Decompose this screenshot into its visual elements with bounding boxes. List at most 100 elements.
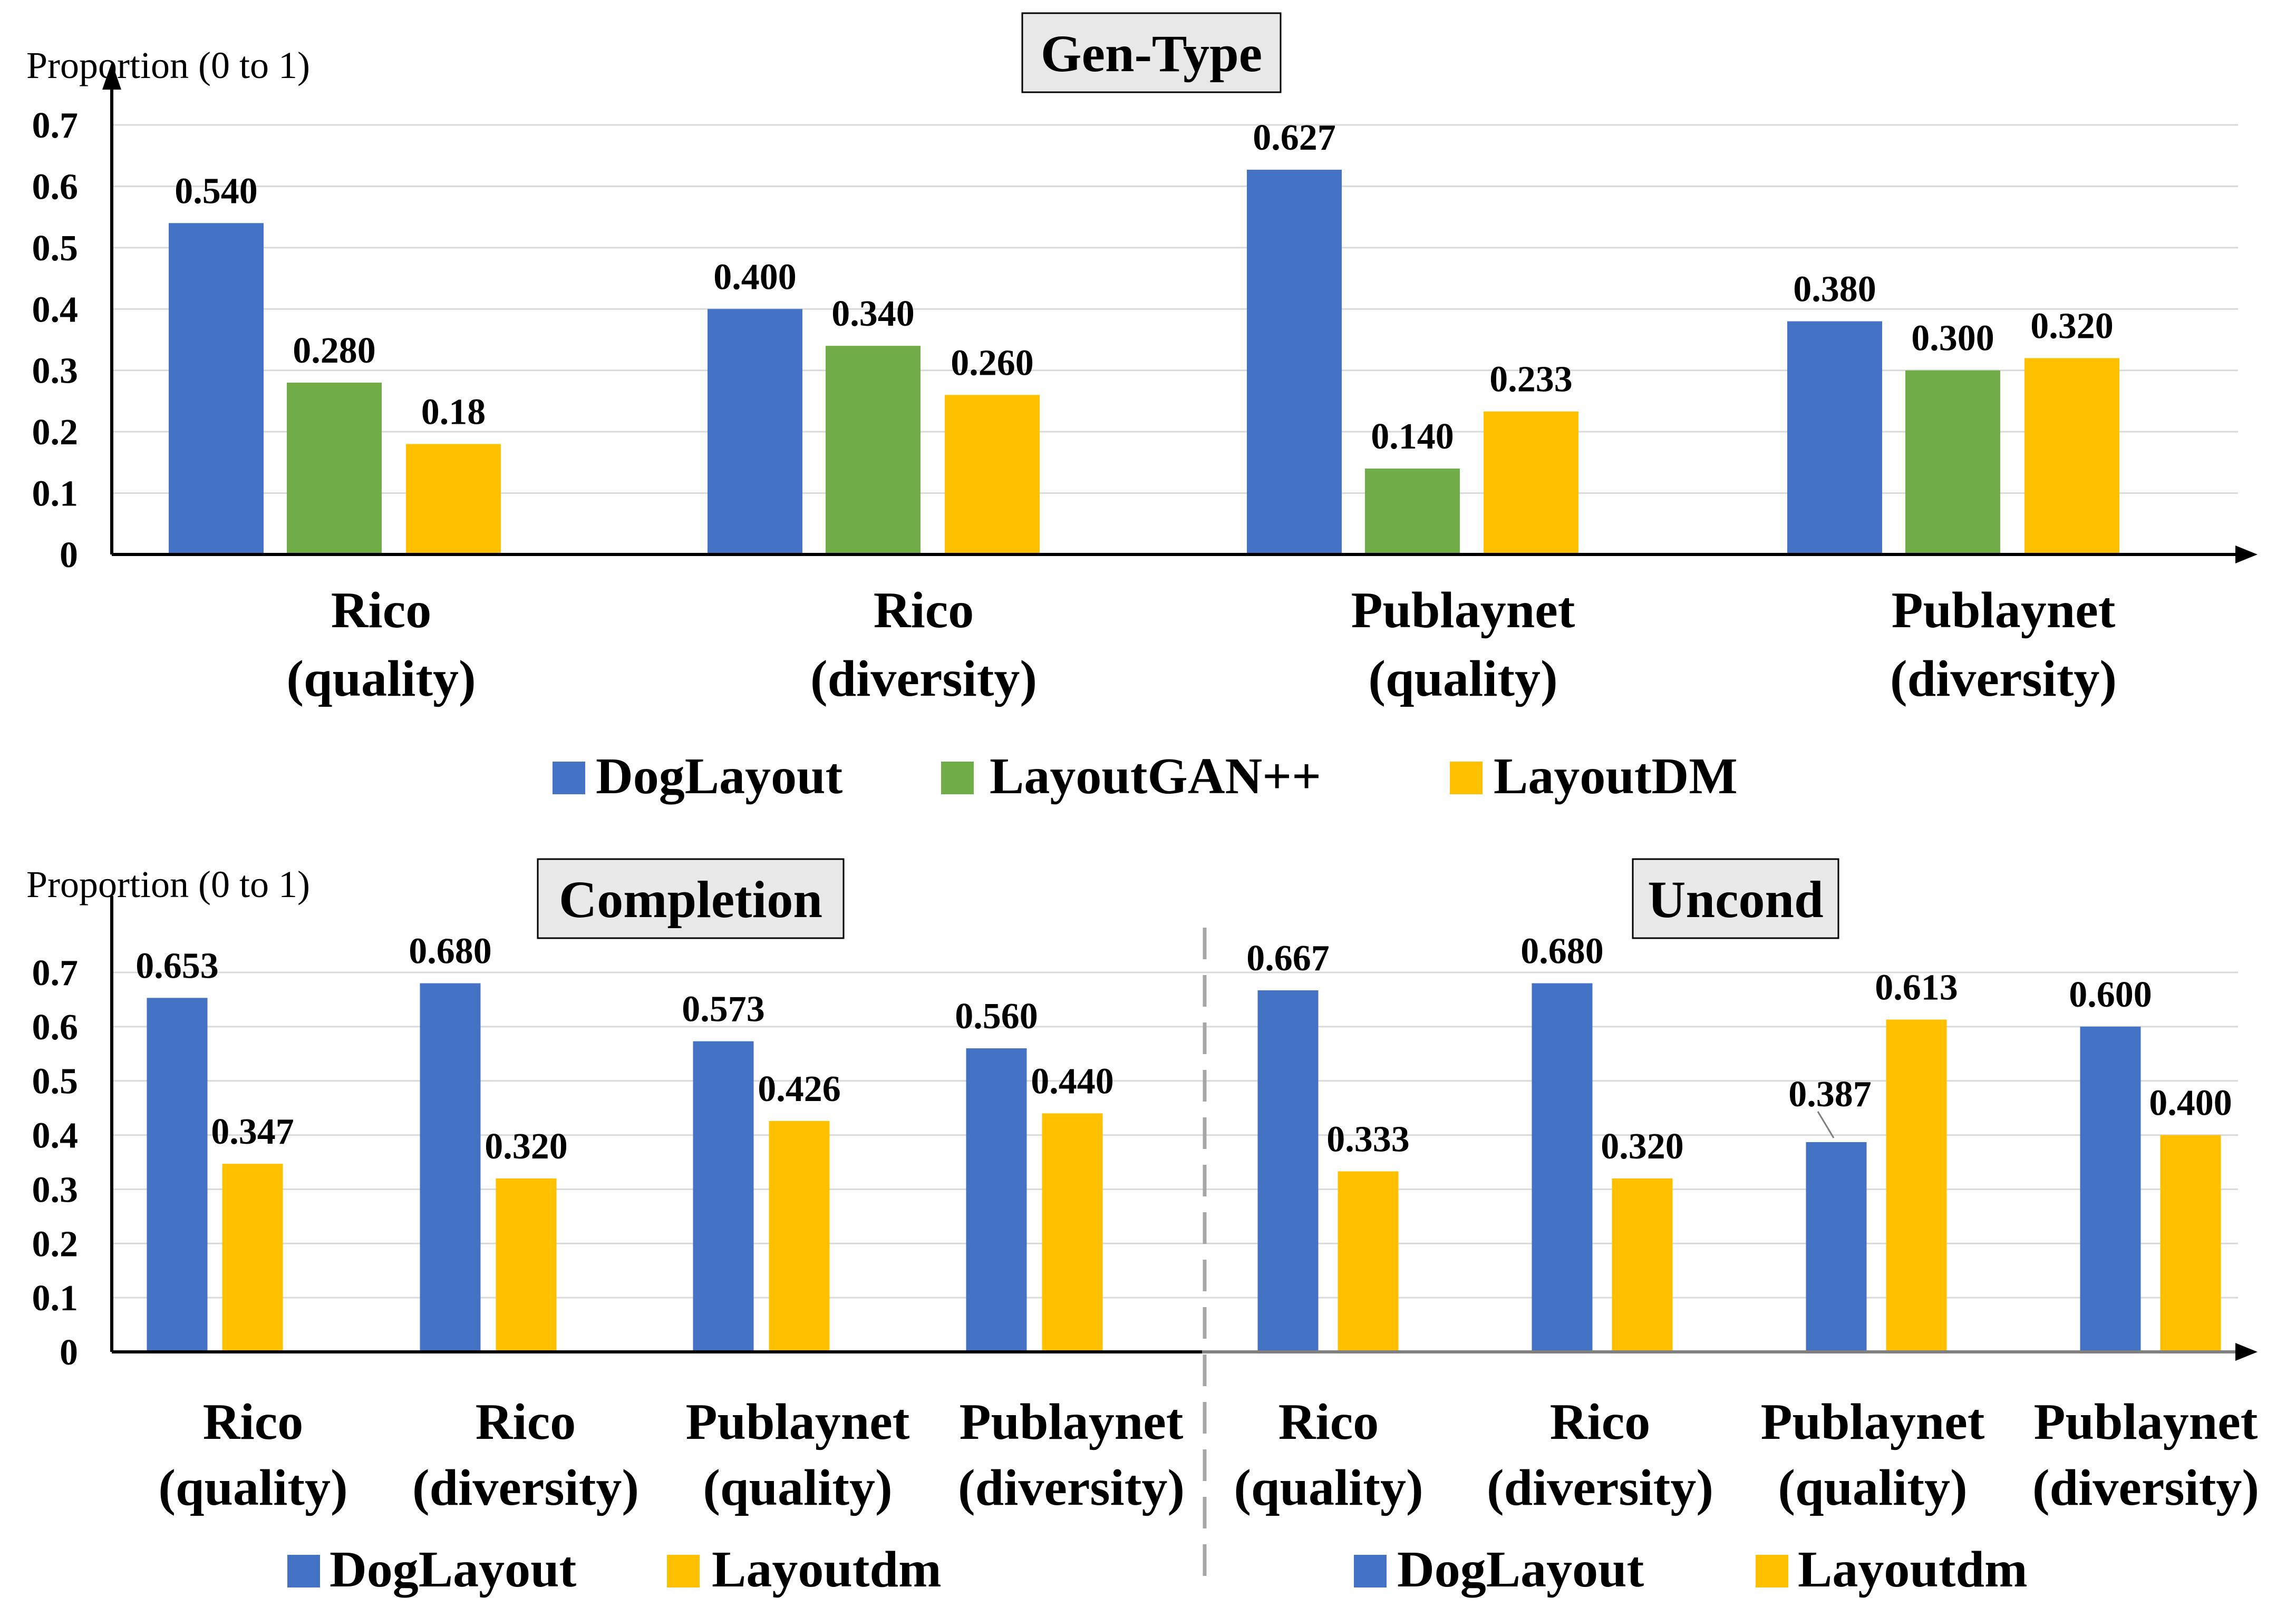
uncond-category-sublabel: (diversity) bbox=[1487, 1459, 1713, 1516]
completion-bar-layoutdm bbox=[1042, 1113, 1103, 1352]
uncond-category-sublabel: (quality) bbox=[1234, 1459, 1423, 1516]
gen-type-title-box bbox=[1021, 12, 1282, 93]
gen-type-category-sublabel: (diversity) bbox=[1890, 650, 2117, 707]
uncond-category-label: Rico bbox=[1278, 1394, 1379, 1450]
completion-data-label: 0.320 bbox=[485, 1126, 568, 1167]
completion-data-label: 0.347 bbox=[211, 1112, 294, 1152]
completion-y-tick-label: 0.2 bbox=[32, 1224, 79, 1264]
completion-y-axis-label: Proportion (0 to 1) bbox=[26, 863, 310, 905]
uncond-title-box bbox=[1632, 858, 1839, 939]
completion-category-label: Publaynet bbox=[686, 1394, 910, 1450]
gen-type-category-label: Rico bbox=[874, 582, 974, 639]
gen-type-data-label: 0.340 bbox=[831, 294, 915, 334]
gen-type-legend-label-doglayout: DogLayout bbox=[596, 748, 843, 805]
completion-category-sublabel: (diversity) bbox=[412, 1459, 639, 1516]
gen-type-data-label: 0.320 bbox=[2030, 306, 2114, 346]
uncond-x-axis-arrow bbox=[2235, 1343, 2258, 1361]
gen-type-data-label: 0.233 bbox=[1489, 359, 1573, 400]
completion-legend-label-doglayout: DogLayout bbox=[330, 1541, 577, 1598]
completion-category-label: Rico bbox=[203, 1394, 304, 1450]
completion-data-label: 0.680 bbox=[409, 931, 492, 972]
gen-type-bar-layoutdm bbox=[1484, 411, 1578, 554]
completion-legend-label-layoutdm: Layoutdm bbox=[712, 1541, 942, 1598]
uncond-data-label: 0.333 bbox=[1326, 1119, 1410, 1160]
completion-category-label: Publaynet bbox=[960, 1394, 1184, 1450]
completion-y-tick-label: 0.3 bbox=[32, 1170, 79, 1210]
uncond-bar-doglayout bbox=[2080, 1026, 2141, 1352]
completion-bar-doglayout bbox=[966, 1048, 1027, 1352]
uncond-data-label: 0.387 bbox=[1788, 1074, 1872, 1115]
uncond-data-label: 0.667 bbox=[1246, 938, 1330, 979]
uncond-bar-layoutdm bbox=[1886, 1019, 1947, 1352]
uncond-category-sublabel: (quality) bbox=[1778, 1459, 1967, 1516]
gen-type-data-label: 0.280 bbox=[293, 330, 376, 371]
gen-type-y-tick-label: 0.1 bbox=[32, 474, 79, 514]
uncond-category-label: Rico bbox=[1550, 1394, 1651, 1450]
gen-type-bar-doglayout bbox=[1787, 321, 1882, 554]
gen-type-bar-doglayout bbox=[169, 223, 264, 554]
completion-bar-layoutdm bbox=[496, 1178, 557, 1352]
gen-type-y-tick-label: 0.6 bbox=[32, 167, 79, 207]
gen-type-y-axis-label: Proportion (0 to 1) bbox=[26, 44, 310, 86]
completion-y-tick-label: 0.6 bbox=[32, 1007, 79, 1048]
gen-type-legend-swatch-layoutgan bbox=[941, 762, 974, 794]
gen-type-bar-layoutgan bbox=[1365, 469, 1460, 554]
gen-type-category-sublabel: (diversity) bbox=[810, 650, 1037, 707]
gen-type-bar-layoutgan bbox=[826, 346, 921, 554]
gen-type-bar-layoutdm bbox=[945, 395, 1040, 554]
completion-legend-swatch-doglayout bbox=[287, 1555, 320, 1587]
gen-type-data-label: 0.260 bbox=[951, 343, 1034, 383]
uncond-bar-layoutdm bbox=[2160, 1135, 2221, 1352]
completion-bar-doglayout bbox=[147, 998, 208, 1352]
gen-type-title: Gen-Type bbox=[1041, 24, 1262, 83]
gen-type-category-label: Rico bbox=[331, 582, 432, 639]
uncond-category-label: Publaynet bbox=[2034, 1394, 2258, 1450]
uncond-legend-swatch-layoutdm bbox=[1756, 1555, 1788, 1587]
gen-type-bar-layoutdm bbox=[406, 444, 501, 554]
gen-type-y-tick-label: 0.4 bbox=[32, 289, 79, 330]
gen-type-data-label: 0.300 bbox=[1911, 318, 1994, 359]
completion-data-label: 0.560 bbox=[955, 996, 1038, 1037]
uncond-title: Uncond bbox=[1648, 870, 1823, 929]
completion-category-sublabel: (quality) bbox=[158, 1459, 347, 1516]
completion-data-label: 0.653 bbox=[135, 946, 219, 986]
completion-bar-layoutdm bbox=[222, 1164, 283, 1352]
uncond-data-label: 0.600 bbox=[2069, 975, 2152, 1015]
gen-type-data-label: 0.140 bbox=[1371, 416, 1454, 457]
gen-type-data-label: 0.18 bbox=[421, 392, 486, 432]
uncond-data-label: 0.680 bbox=[1520, 931, 1604, 972]
gen-type-legend-label-layoutdm: LayoutDM bbox=[1494, 748, 1738, 805]
gen-type-legend-label-layoutgan: LayoutGAN++ bbox=[990, 748, 1321, 805]
uncond-bar-layoutdm bbox=[1338, 1171, 1399, 1352]
gen-type-y-tick-label: 0.5 bbox=[32, 228, 79, 269]
uncond-bar-doglayout bbox=[1806, 1142, 1867, 1352]
gen-type-category-label: Publaynet bbox=[1351, 582, 1575, 639]
uncond-category-sublabel: (diversity) bbox=[2032, 1459, 2259, 1516]
completion-data-label: 0.440 bbox=[1031, 1061, 1114, 1102]
gen-type-bar-layoutgan bbox=[1905, 370, 2000, 554]
completion-bar-doglayout bbox=[693, 1041, 754, 1352]
completion-bar-layoutdm bbox=[769, 1121, 830, 1352]
gen-type-bar-layoutdm bbox=[2024, 358, 2119, 554]
completion-y-tick-label: 0.4 bbox=[32, 1116, 79, 1156]
gen-type-y-tick-label: 0.2 bbox=[32, 412, 79, 453]
gen-type-data-label: 0.540 bbox=[175, 171, 258, 211]
uncond-label-leader-line bbox=[1817, 1111, 1835, 1138]
completion-legend-swatch-layoutdm bbox=[667, 1555, 700, 1587]
uncond-legend-swatch-doglayout bbox=[1354, 1555, 1387, 1587]
gen-type-category-sublabel: (quality) bbox=[1368, 650, 1557, 707]
completion-y-tick-label: 0 bbox=[60, 1332, 78, 1373]
completion-category-sublabel: (diversity) bbox=[958, 1459, 1185, 1516]
uncond-bar-doglayout bbox=[1257, 990, 1319, 1352]
uncond-data-label: 0.320 bbox=[1601, 1126, 1684, 1167]
gen-type-legend-swatch-doglayout bbox=[553, 762, 585, 794]
gen-type-bar-doglayout bbox=[1247, 169, 1342, 554]
gen-type-data-label: 0.400 bbox=[713, 257, 797, 297]
uncond-data-label: 0.400 bbox=[2149, 1083, 2232, 1124]
gen-type-data-label: 0.627 bbox=[1253, 118, 1336, 158]
uncond-bar-layoutdm bbox=[1612, 1178, 1673, 1352]
completion-title-box bbox=[537, 858, 845, 939]
gen-type-category-sublabel: (quality) bbox=[286, 650, 476, 707]
uncond-legend-label-doglayout: DogLayout bbox=[1397, 1541, 1644, 1598]
